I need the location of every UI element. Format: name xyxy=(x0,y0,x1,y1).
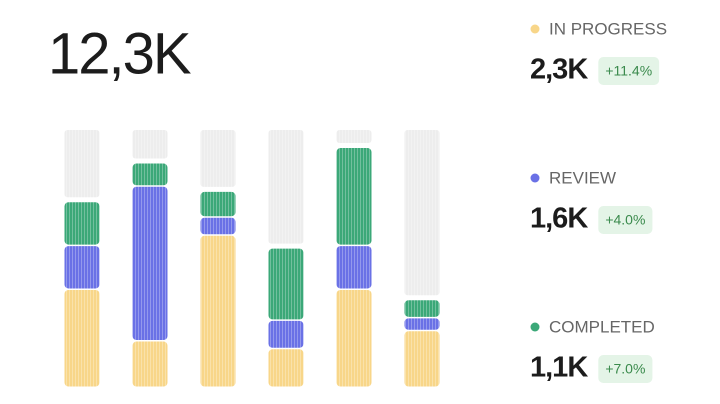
bar-segment xyxy=(404,331,440,387)
legend-label: IN PROGRESS xyxy=(549,19,667,38)
bar-segment xyxy=(132,186,168,341)
headline-total: 12,3K xyxy=(48,21,192,86)
legend-dot xyxy=(530,24,540,34)
bar-segment xyxy=(336,246,372,289)
change-badge xyxy=(598,355,653,383)
bar-segment xyxy=(200,191,236,217)
bar-track xyxy=(336,130,372,144)
legend-value: 2,3K xyxy=(530,54,588,86)
bar-track xyxy=(132,130,168,159)
legend-dot xyxy=(530,322,540,332)
bar-segment xyxy=(200,235,236,387)
change-text: +11.4% xyxy=(605,63,652,79)
bar-segment xyxy=(132,163,168,186)
change-text: +7.0% xyxy=(605,361,645,377)
change-text: +4.0% xyxy=(605,212,645,228)
bar-track xyxy=(268,130,304,244)
change-badge xyxy=(598,57,660,85)
legend-value: 1,1K xyxy=(530,352,588,384)
bar-segment xyxy=(64,289,100,387)
legend-label: REVIEW xyxy=(549,168,616,187)
legend-dot xyxy=(530,173,540,183)
legend-value: 1,6K xyxy=(530,203,588,235)
change-badge xyxy=(598,206,653,234)
bar-segment xyxy=(132,341,168,387)
bar-segment xyxy=(64,246,100,289)
bar-segment xyxy=(200,217,236,235)
bar-track xyxy=(404,130,440,296)
bar-track xyxy=(200,130,236,187)
legend-label: COMPLETED xyxy=(549,317,655,336)
bar-segment xyxy=(64,202,100,245)
bar-segment xyxy=(268,349,304,387)
bar-segment xyxy=(268,320,304,348)
bar-track xyxy=(64,130,100,198)
bar-segment xyxy=(404,318,440,330)
bar-segment xyxy=(336,148,372,245)
bar-segment xyxy=(404,300,440,317)
bar-segment xyxy=(268,248,304,320)
bar-segment xyxy=(336,289,372,387)
